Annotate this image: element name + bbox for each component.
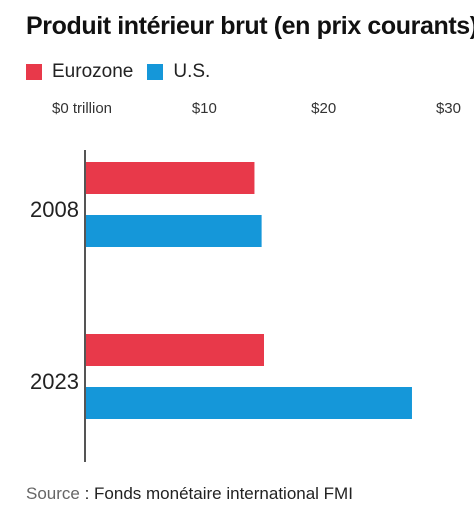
legend-label-eurozone: Eurozone — [52, 61, 134, 82]
legend-item-eurozone: Eurozone — [26, 61, 133, 83]
bar-chart: $0 trillion $10 $20 $30 2008 2023 — [30, 100, 461, 462]
chart-title: Produit intérieur brut (en prix courants… — [26, 12, 474, 40]
legend-item-us: U.S. — [147, 61, 210, 83]
legend-swatch-us — [147, 64, 164, 80]
category-label-2023: 2023 — [30, 369, 79, 394]
bar-eurozone-2008 — [86, 162, 255, 194]
x-tick-label: $20 — [311, 100, 336, 117]
x-tick-label: $0 trillion — [52, 100, 112, 117]
legend: Eurozone U.S. — [26, 61, 224, 83]
bar-us-2023 — [86, 387, 412, 419]
legend-label-us: U.S. — [173, 61, 211, 82]
legend-swatch-eurozone — [26, 64, 42, 80]
category-label-2008: 2008 — [30, 197, 79, 222]
bar-us-2008 — [86, 215, 262, 247]
bar-eurozone-2023 — [86, 334, 264, 366]
source-note: Source : Fonds monétaire international F… — [26, 484, 353, 504]
source-text: : Fonds monétaire international FMI — [79, 484, 353, 503]
source-prefix: Source — [26, 484, 80, 503]
x-tick-label: $10 — [192, 100, 217, 117]
x-tick-label: $30 — [436, 100, 461, 117]
